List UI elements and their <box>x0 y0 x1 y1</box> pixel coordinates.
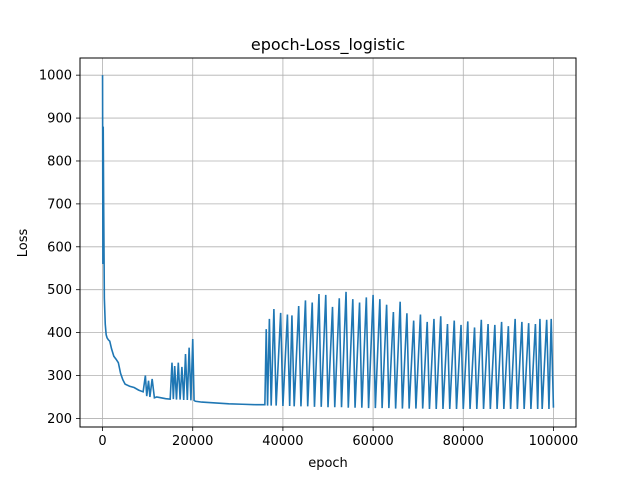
x-tick-label: 60000 <box>352 434 393 449</box>
x-tick-label: 20000 <box>172 434 213 449</box>
y-tick-label: 300 <box>47 369 72 384</box>
series-layer <box>101 75 555 410</box>
x-tick-label: 0 <box>98 434 106 449</box>
chart-title: epoch-Loss_logistic <box>251 35 405 55</box>
grid <box>80 58 576 427</box>
loss-series-line <box>101 75 555 410</box>
y-tick-label: 400 <box>47 326 72 341</box>
x-tick-label: 40000 <box>262 434 303 449</box>
y-tick-label: 1000 <box>39 69 72 84</box>
y-axis-label: Loss <box>16 229 31 258</box>
y-tick-label: 500 <box>47 283 72 298</box>
y-tick-label: 700 <box>47 197 72 212</box>
x-axis-label: epoch <box>308 456 348 471</box>
y-axis-ticks: 200 300 400 500 600 700 800 900 1000 <box>39 69 80 427</box>
y-tick-label: 800 <box>47 154 72 169</box>
plot-frame <box>79 57 577 428</box>
y-tick-label: 600 <box>47 240 72 255</box>
x-tick-label: 100000 <box>529 434 579 449</box>
y-tick-label: 200 <box>47 412 72 427</box>
x-axis-ticks: 0 20000 40000 60000 80000 100000 <box>98 427 578 449</box>
x-tick-label: 80000 <box>443 434 484 449</box>
y-tick-label: 900 <box>47 112 72 127</box>
